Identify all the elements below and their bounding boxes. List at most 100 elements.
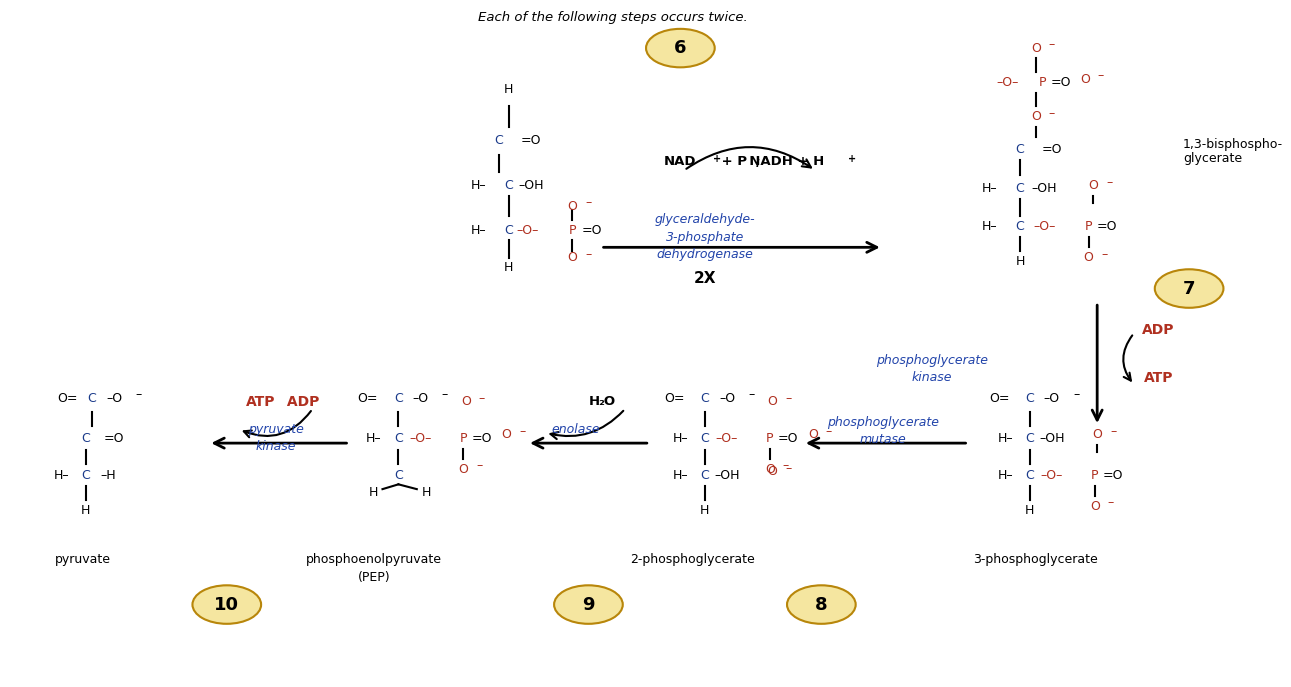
FancyArrowPatch shape — [1123, 335, 1132, 381]
Text: H–: H– — [470, 224, 485, 236]
Text: –: – — [782, 460, 789, 472]
Text: pyruvate: pyruvate — [248, 423, 303, 436]
Text: O: O — [767, 396, 777, 408]
Text: C: C — [394, 392, 403, 405]
Text: –: – — [1048, 107, 1055, 120]
Text: =O: =O — [778, 432, 799, 444]
Text: O=: O= — [358, 392, 378, 405]
Text: –O: –O — [1043, 392, 1060, 405]
Text: =O: =O — [582, 224, 603, 236]
FancyArrowPatch shape — [244, 411, 311, 437]
Text: NAD: NAD — [664, 155, 697, 168]
Text: phosphoglycerate: phosphoglycerate — [875, 354, 988, 367]
Text: O: O — [458, 463, 469, 475]
Text: i: i — [757, 159, 759, 169]
Text: + P: + P — [717, 155, 747, 168]
Text: O: O — [501, 429, 511, 441]
Text: C: C — [1016, 144, 1024, 156]
Text: C: C — [701, 432, 709, 444]
Text: –O–: –O– — [997, 76, 1019, 89]
Text: Each of the following steps occurs twice.: Each of the following steps occurs twice… — [478, 11, 747, 23]
Text: –OH: –OH — [1039, 432, 1065, 444]
Text: P: P — [1084, 221, 1092, 233]
Text: –O–: –O– — [516, 224, 538, 236]
Text: =O: =O — [471, 432, 492, 444]
Text: H–: H– — [998, 432, 1013, 444]
Text: ₂O: ₂O — [598, 396, 616, 408]
Text: O: O — [568, 200, 577, 212]
Text: –: – — [585, 196, 591, 209]
Text: phosphoenolpyruvate: phosphoenolpyruvate — [306, 554, 442, 566]
Text: 6: 6 — [674, 39, 687, 57]
Text: C: C — [1025, 432, 1034, 444]
Text: C: C — [81, 469, 90, 482]
Text: O=: O= — [664, 392, 684, 405]
Text: O: O — [461, 396, 471, 408]
Text: H–: H– — [981, 221, 997, 233]
Text: H–: H– — [367, 432, 382, 444]
Text: C: C — [701, 392, 709, 405]
Text: O: O — [1032, 42, 1041, 54]
Text: –OH: –OH — [1032, 183, 1057, 195]
Text: H: H — [503, 262, 514, 274]
Text: O: O — [568, 251, 577, 264]
Text: H: H — [1025, 504, 1034, 517]
Text: (PEP): (PEP) — [358, 571, 390, 583]
Text: H: H — [422, 486, 431, 499]
Text: =O: =O — [1103, 469, 1123, 482]
Text: –OH: –OH — [518, 179, 544, 192]
Text: –O–: –O– — [409, 432, 431, 444]
Text: ADP: ADP — [1143, 323, 1175, 337]
Text: –O–: –O– — [1041, 469, 1062, 482]
Text: 8: 8 — [815, 596, 828, 613]
Text: –: – — [519, 425, 525, 438]
Text: C: C — [394, 469, 403, 482]
Text: 7: 7 — [1183, 280, 1195, 297]
Text: C: C — [701, 469, 709, 482]
Text: ATP: ATP — [1144, 371, 1174, 385]
Text: –: – — [479, 392, 485, 405]
Text: 1,3-bisphospho-: 1,3-bisphospho- — [1183, 138, 1283, 150]
Text: 10: 10 — [214, 596, 239, 613]
Text: O: O — [1090, 500, 1100, 513]
Text: O: O — [766, 463, 775, 475]
Text: H–: H– — [673, 432, 688, 444]
Text: –: – — [749, 389, 755, 401]
Text: –O–: –O– — [715, 432, 738, 444]
Text: pyruvate: pyruvate — [56, 554, 111, 566]
Text: H: H — [503, 83, 514, 95]
Text: H: H — [369, 486, 378, 499]
Text: H: H — [1015, 255, 1025, 267]
Text: –: – — [476, 460, 483, 472]
Text: H: H — [700, 504, 710, 517]
Text: dehydrogenase: dehydrogenase — [656, 248, 754, 260]
Text: C: C — [1016, 221, 1024, 233]
Text: 2X: 2X — [693, 271, 717, 286]
Text: kinase: kinase — [256, 440, 296, 453]
Text: –O–: –O– — [1033, 221, 1056, 233]
Text: –: – — [585, 248, 591, 260]
Text: –: – — [442, 389, 448, 401]
Text: P: P — [569, 224, 576, 236]
Text: C: C — [1025, 392, 1034, 405]
Text: –: – — [785, 462, 791, 475]
Text: =O: =O — [1050, 76, 1070, 89]
Text: ATP: ATP — [247, 395, 276, 409]
Text: =O: =O — [1097, 221, 1117, 233]
Text: H–: H– — [981, 183, 997, 195]
Text: 9: 9 — [582, 596, 595, 613]
Text: C: C — [1016, 183, 1024, 195]
Text: H: H — [589, 396, 600, 408]
Text: +: + — [848, 154, 856, 164]
Circle shape — [554, 585, 622, 624]
Text: C: C — [494, 135, 503, 147]
Text: C: C — [1025, 469, 1034, 482]
Text: –O: –O — [412, 392, 429, 405]
Text: –: – — [1110, 425, 1117, 438]
Text: –: – — [1097, 69, 1104, 82]
Text: –O: –O — [106, 392, 123, 405]
Text: P: P — [1038, 76, 1046, 89]
Text: ADP: ADP — [281, 395, 319, 409]
Text: O: O — [1081, 73, 1090, 85]
Text: C: C — [505, 179, 513, 192]
